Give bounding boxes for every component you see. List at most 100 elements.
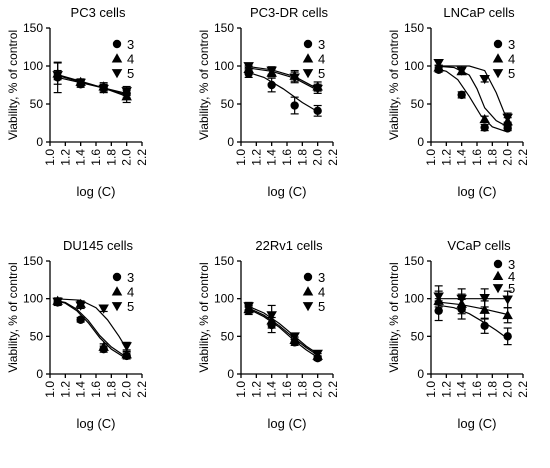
legend-marker-5 [111, 302, 123, 312]
data-point-series-5 [479, 74, 490, 85]
y-tick-label: 0 [36, 367, 43, 381]
x-tick-label: 1.4 [74, 381, 88, 398]
x-tick-label: 1.0 [43, 149, 57, 166]
x-tick-label: 1.2 [439, 149, 453, 166]
y-tick-label: 50 [30, 329, 44, 343]
chart-title: LNCaP cells [443, 5, 515, 20]
data-point-series-3 [267, 80, 276, 90]
x-tick-label: 1.6 [280, 381, 294, 398]
legend-marker-5 [111, 69, 123, 79]
x-tick-label: 2.2 [326, 149, 340, 166]
x-tick-label: 1.0 [424, 149, 438, 166]
data-point-series-3 [503, 332, 512, 341]
data-point-series-5 [479, 293, 490, 304]
x-tick-label: 1.0 [234, 149, 248, 166]
data-point-series-4 [479, 113, 490, 124]
chart-title: DU145 cells [63, 238, 134, 253]
y-tick-label: 150 [23, 21, 43, 35]
x-tick-label: 1.0 [424, 381, 438, 398]
fit-curve-series-4 [434, 301, 508, 316]
data-point-series-3 [290, 101, 299, 110]
x-tick-label: 1.4 [455, 381, 469, 398]
data-point-series-5 [312, 84, 323, 95]
y-axis-label: Viability, % of control [197, 262, 211, 372]
legend-label: 4 [127, 52, 134, 67]
data-point-series-5 [98, 304, 109, 314]
y-tick-label: 50 [411, 329, 425, 343]
legend-label: 3 [127, 37, 134, 52]
legend-marker-4 [492, 270, 504, 280]
x-tick-label: 1.4 [265, 149, 279, 166]
y-tick-label: 0 [417, 135, 424, 149]
x-axis-label: log (C) [457, 416, 496, 431]
legend-marker-3 [112, 39, 122, 49]
x-tick-label: 1.6 [89, 149, 103, 166]
data-point-series-4 [502, 309, 513, 320]
legend-marker-4 [111, 53, 123, 63]
y-tick-label: 100 [214, 292, 234, 306]
data-point-series-3 [313, 106, 322, 116]
y-tick-label: 50 [221, 329, 235, 343]
fit-curve-series-3 [434, 304, 509, 340]
legend-marker-4 [302, 286, 314, 296]
x-axis-label: log (C) [267, 416, 306, 431]
x-tick-label: 1.6 [470, 381, 484, 398]
x-axis-label: log (C) [267, 184, 306, 199]
legend-marker-4 [492, 53, 504, 63]
x-tick-label: 2.2 [326, 381, 340, 398]
x-tick-label: 1.2 [249, 381, 263, 398]
x-tick-label: 1.4 [74, 149, 88, 166]
x-tick-label: 2.2 [135, 149, 149, 166]
data-point-series-5 [266, 66, 277, 76]
legend-marker-5 [302, 302, 314, 312]
x-axis-label: log (C) [457, 184, 496, 199]
legend-marker-3 [303, 272, 313, 282]
legend-marker-3 [303, 39, 313, 49]
legend-label: 4 [318, 52, 325, 67]
fit-curve-series-5 [244, 304, 319, 355]
data-point-series-5 [75, 301, 86, 311]
y-axis-label: Viability, % of control [387, 30, 401, 140]
fit-curve-series-4 [244, 305, 319, 356]
legend-label: 5 [318, 66, 325, 81]
legend-marker-5 [492, 284, 504, 294]
y-tick-label: 50 [30, 97, 44, 111]
x-tick-label: 2.2 [516, 381, 530, 398]
y-tick-label: 0 [36, 135, 43, 149]
x-tick-label: 2.0 [120, 381, 134, 398]
legend-marker-5 [492, 69, 504, 79]
legend-marker-5 [302, 69, 314, 79]
legend-label: 3 [318, 270, 325, 285]
data-point-series-5 [456, 294, 467, 304]
x-tick-label: 2.2 [516, 149, 530, 166]
y-axis-label: Viability, % of control [6, 262, 20, 372]
legend-label: 3 [318, 37, 325, 52]
x-tick-label: 1.0 [43, 381, 57, 398]
y-tick-label: 100 [23, 292, 43, 306]
fit-curve-series-3 [53, 299, 128, 360]
data-point-series-5 [502, 295, 513, 305]
x-tick-label: 1.0 [234, 381, 248, 398]
y-tick-label: 150 [214, 254, 234, 268]
x-tick-label: 1.8 [104, 381, 118, 398]
data-point-series-5 [502, 113, 513, 123]
y-axis-label: Viability, % of control [387, 262, 401, 372]
legend-marker-3 [493, 39, 503, 49]
data-point-series-5 [243, 302, 254, 312]
y-tick-label: 0 [227, 135, 234, 149]
x-tick-label: 1.2 [439, 381, 453, 398]
x-tick-label: 2.0 [120, 149, 134, 166]
x-axis-label: log (C) [76, 184, 115, 199]
x-tick-label: 1.4 [265, 381, 279, 398]
fit-curve-series-3 [434, 67, 508, 133]
y-tick-label: 100 [214, 59, 234, 73]
chart-panel-3: LNCaP cells 0 50 100 150 1.0 1.2 1.4 1.6 1.8 2.0 2.… [387, 5, 530, 199]
data-point-series-5 [312, 349, 323, 359]
chart-panel-1: PC3 cells 0 50 100 150 1.0 1.2 1.4 1.6 1.8 2.0 2.2 l… [6, 5, 149, 199]
legend-marker-4 [111, 286, 123, 296]
fit-curve-series-5 [53, 298, 128, 350]
data-point-series-5 [266, 311, 277, 321]
fit-curve-series-3 [244, 306, 319, 358]
data-point-series-5 [75, 78, 86, 88]
data-point-series-3 [76, 315, 85, 324]
